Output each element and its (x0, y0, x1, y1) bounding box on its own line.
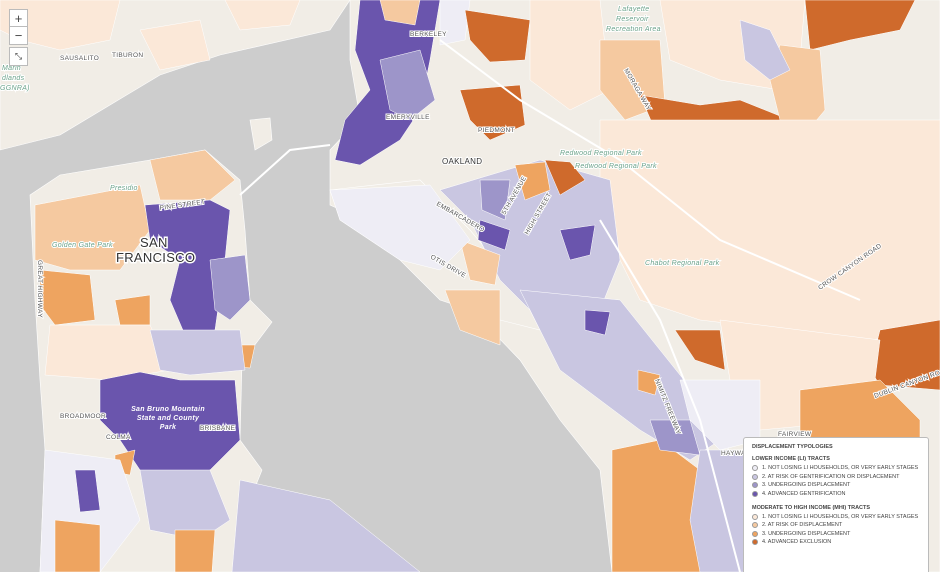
legend-item: 4. ADVANCED EXCLUSION (752, 539, 920, 545)
place-label: PIEDMONT (478, 127, 515, 134)
place-label: BERKELEY (410, 31, 447, 38)
legend-swatch (752, 539, 758, 545)
park-label: Lafayette (618, 6, 650, 13)
legend-item: 2. AT RISK OF GENTRIFICATION OR DISPLACE… (752, 473, 920, 480)
legend-swatch (752, 522, 758, 528)
legend-swatch (752, 482, 758, 488)
legend-label: 1. NOT LOSING LI HOUSEHOLDS, OR VERY EAR… (762, 465, 919, 471)
legend-heading: LOWER INCOME (LI) TRACTS (752, 456, 830, 462)
park-label: Golden Gate Park (52, 242, 113, 249)
place-label: SAUSALITO (60, 55, 99, 62)
legend: DISPLACEMENT TYPOLOGIES LOWER INCOME (LI… (743, 437, 929, 572)
place-label: EMERYVILLE (386, 114, 430, 121)
legend-item: 4. ADVANCED GENTRIFICATION (752, 490, 920, 497)
legend-label: 2. AT RISK OF GENTRIFICATION OR DISPLACE… (762, 473, 900, 480)
street-label: GREAT HIGHWAY (36, 260, 43, 318)
place-label: HAYWA (721, 450, 746, 457)
legend-item: 3. UNDERGOING DISPLACEMENT (752, 530, 920, 537)
legend-group: MODERATE TO HIGH INCOME (MHI) TRACTS 1. N… (752, 504, 920, 545)
legend-label: 1. NOT LOSING LI HOUSEHOLDS, OR VERY EAR… (762, 513, 919, 520)
legend-item: 1. NOT LOSING LI HOUSEHOLDS, OR VERY EAR… (752, 465, 920, 471)
legend-heading: MODERATE TO HIGH INCOME (MHI) TRACTS (752, 504, 871, 511)
legend-swatch (752, 490, 758, 497)
park-label: Presidio (110, 185, 138, 192)
legend-swatch (752, 465, 758, 471)
legend-label: 2. AT RISK OF DISPLACEMENT (762, 522, 843, 528)
legend-label: 3. UNDERGOING DISPLACEMENT (762, 482, 851, 488)
legend-label: 4. ADVANCED EXCLUSION (762, 539, 832, 545)
park-label: Redwood Regional Park (560, 150, 642, 157)
park-label: Marin (2, 65, 21, 72)
place-label: FAIRVIEW (778, 431, 812, 438)
place-label: BRISBANE (200, 425, 236, 432)
park-label: Redwood Regional Park (575, 163, 657, 170)
fullscreen[interactable]: ⤡ (9, 47, 28, 66)
city-label: FRANCISCO (116, 250, 195, 265)
place-label: TIBURON (112, 52, 143, 59)
legend-label: 3. UNDERGOING DISPLACEMENT (762, 530, 851, 537)
park-label: Chabot Regional Park (645, 260, 720, 267)
legend-item: 3. UNDERGOING DISPLACEMENT (752, 482, 920, 488)
legend-swatch (752, 530, 758, 537)
legend-item: 2. AT RISK OF DISPLACEMENT (752, 522, 920, 528)
legend-swatch (752, 513, 758, 520)
place-label: OAKLAND (442, 157, 482, 166)
park-label: Recreation Area (606, 26, 661, 33)
legend-label: 4. ADVANCED GENTRIFICATION (762, 490, 846, 497)
city-label: SAN (140, 235, 168, 250)
park-label: Reservoir (616, 16, 649, 23)
legend-swatch (752, 473, 758, 480)
park-label: GGNRA) (0, 85, 30, 92)
park-label: State and County (137, 415, 200, 422)
legend-title: DISPLACEMENT TYPOLOGIES (752, 444, 833, 450)
place-label: BROADMOOR (60, 413, 106, 420)
roads (239, 39, 861, 572)
legend-item: 1. NOT LOSING LI HOUSEHOLDS, OR VERY EAR… (752, 513, 920, 520)
park-label: San Bruno Mountain (131, 406, 205, 413)
zoom-out[interactable]: − (9, 26, 28, 45)
park-label: dlands (2, 75, 25, 82)
legend-group: LOWER INCOME (LI) TRACTS 1. NOT LOSING LI… (752, 456, 920, 497)
park-label: Park (160, 424, 177, 431)
place-label: COLMA (106, 434, 131, 441)
